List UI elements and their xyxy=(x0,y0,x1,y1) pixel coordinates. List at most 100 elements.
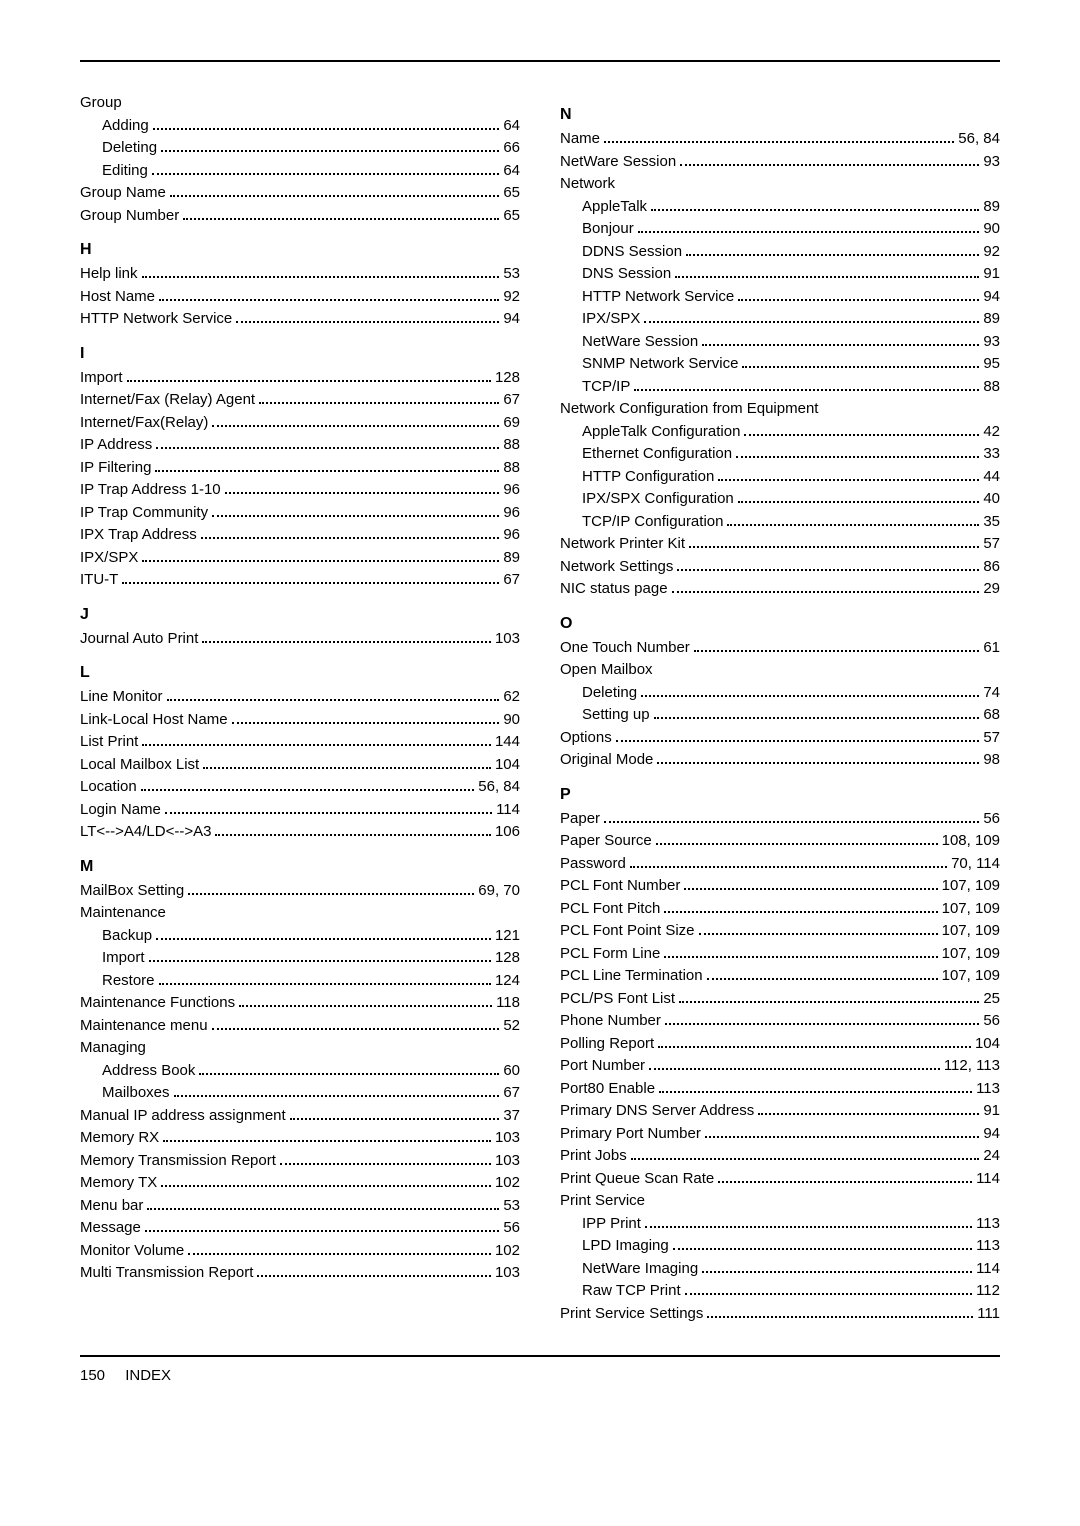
index-entry-page: 96 xyxy=(503,502,520,525)
index-entry: Raw TCP Print112 xyxy=(560,1280,1000,1303)
index-entry: Print Jobs24 xyxy=(560,1145,1000,1168)
index-entry-label: Manual IP address assignment xyxy=(80,1105,286,1128)
leader-dots xyxy=(630,866,947,868)
index-entry-label: IPX/SPX xyxy=(582,308,640,331)
index-entry: Backup121 xyxy=(80,925,520,948)
index-entry: Message56 xyxy=(80,1217,520,1240)
index-entry-page: 103 xyxy=(495,628,520,651)
index-entry: Manual IP address assignment37 xyxy=(80,1105,520,1128)
index-entry-label: Ethernet Configuration xyxy=(582,443,732,466)
leader-dots xyxy=(705,1136,979,1138)
index-entry-page: 67 xyxy=(503,569,520,592)
index-entry-label: Line Monitor xyxy=(80,686,163,709)
index-entry: Maintenance Functions118 xyxy=(80,992,520,1015)
index-entry-label: Polling Report xyxy=(560,1033,654,1056)
index-entry-page: 144 xyxy=(495,731,520,754)
index-entry: HTTP Configuration44 xyxy=(560,466,1000,489)
index-entry-label: ITU-T xyxy=(80,569,118,592)
index-entry: NetWare Imaging114 xyxy=(560,1258,1000,1281)
index-entry-label: Host Name xyxy=(80,286,155,309)
index-entry: Location56, 84 xyxy=(80,776,520,799)
section-heading: O xyxy=(560,615,1000,633)
index-entry-page: 88 xyxy=(503,457,520,480)
index-entry-label: Deleting xyxy=(582,682,637,705)
index-group: Network Configuration from Equipment xyxy=(560,398,1000,421)
index-entry-page: 111 xyxy=(977,1303,1000,1326)
footer-section-label: INDEX xyxy=(125,1367,171,1384)
index-entry-page: 108, 109 xyxy=(942,830,1000,853)
index-entry-label: IP Trap Address 1-10 xyxy=(80,479,221,502)
leader-dots xyxy=(201,537,500,539)
leader-dots xyxy=(188,893,474,895)
index-entry-page: 60 xyxy=(503,1060,520,1083)
index-entry-label: Menu bar xyxy=(80,1195,143,1218)
index-entry-page: 107, 109 xyxy=(942,920,1000,943)
index-entry-page: 53 xyxy=(503,263,520,286)
index-entry-page: 74 xyxy=(983,682,1000,705)
leader-dots xyxy=(165,812,492,814)
leader-dots xyxy=(744,434,979,436)
right-column: NName56, 84NetWare Session93NetworkApple… xyxy=(560,92,1000,1325)
index-entry-label: Maintenance menu xyxy=(80,1015,208,1038)
leader-dots xyxy=(673,1248,972,1250)
index-entry-label: Bonjour xyxy=(582,218,634,241)
index-entry-page: 94 xyxy=(503,308,520,331)
index-entry: Bonjour90 xyxy=(560,218,1000,241)
leader-dots xyxy=(654,717,980,719)
index-entry: One Touch Number61 xyxy=(560,637,1000,660)
index-entry: Original Mode98 xyxy=(560,749,1000,772)
leader-dots xyxy=(672,591,980,593)
section-heading: L xyxy=(80,664,520,682)
leader-dots xyxy=(675,276,979,278)
index-entry-label: Raw TCP Print xyxy=(582,1280,681,1303)
index-entry: MailBox Setting69, 70 xyxy=(80,880,520,903)
footer-page-number: 150 xyxy=(80,1367,105,1384)
index-entry-label: Journal Auto Print xyxy=(80,628,198,651)
leader-dots xyxy=(163,1140,491,1142)
leader-dots xyxy=(604,821,979,823)
index-entry: Ethernet Configuration33 xyxy=(560,443,1000,466)
index-entry-page: 69 xyxy=(503,412,520,435)
index-entry-page: 56 xyxy=(503,1217,520,1240)
index-entry-label: Backup xyxy=(102,925,152,948)
leader-dots xyxy=(651,209,979,211)
index-entry-label: NetWare Session xyxy=(582,331,698,354)
index-entry-page: 57 xyxy=(983,533,1000,556)
index-entry-label: Group Name xyxy=(80,182,166,205)
index-entry-page: 64 xyxy=(503,115,520,138)
leader-dots xyxy=(604,141,954,143)
index-entry-label: Name xyxy=(560,128,600,151)
leader-dots xyxy=(631,1158,980,1160)
index-entry: Paper56 xyxy=(560,808,1000,831)
index-entry: DNS Session91 xyxy=(560,263,1000,286)
index-entry-page: 107, 109 xyxy=(942,898,1000,921)
index-entry-label: PCL Line Termination xyxy=(560,965,703,988)
index-entry-label: Import xyxy=(80,367,123,390)
index-entry-page: 98 xyxy=(983,749,1000,772)
leader-dots xyxy=(149,960,491,962)
index-entry: Monitor Volume102 xyxy=(80,1240,520,1263)
index-entry-label: Location xyxy=(80,776,137,799)
index-entry-page: 91 xyxy=(983,263,1000,286)
index-entry: Name56, 84 xyxy=(560,128,1000,151)
index-entry-label: Editing xyxy=(102,160,148,183)
index-entry-label: Memory RX xyxy=(80,1127,159,1150)
index-entry-label: Print Service Settings xyxy=(560,1303,703,1326)
leader-dots xyxy=(232,722,500,724)
index-entry-label: Paper xyxy=(560,808,600,831)
index-entry-page: 103 xyxy=(495,1150,520,1173)
leader-dots xyxy=(664,911,937,913)
leader-dots xyxy=(679,1001,979,1003)
leader-dots xyxy=(699,933,938,935)
index-entry: Port80 Enable113 xyxy=(560,1078,1000,1101)
index-entry-page: 93 xyxy=(983,151,1000,174)
index-entry: HTTP Network Service94 xyxy=(560,286,1000,309)
index-entry: PCL Font Number107, 109 xyxy=(560,875,1000,898)
index-entry: SNMP Network Service95 xyxy=(560,353,1000,376)
index-entry: Port Number112, 113 xyxy=(560,1055,1000,1078)
index-entry-label: Help link xyxy=(80,263,138,286)
index-entry: Link-Local Host Name90 xyxy=(80,709,520,732)
index-entry: Restore124 xyxy=(80,970,520,993)
index-entry: Memory Transmission Report103 xyxy=(80,1150,520,1173)
index-entry-page: 107, 109 xyxy=(942,965,1000,988)
